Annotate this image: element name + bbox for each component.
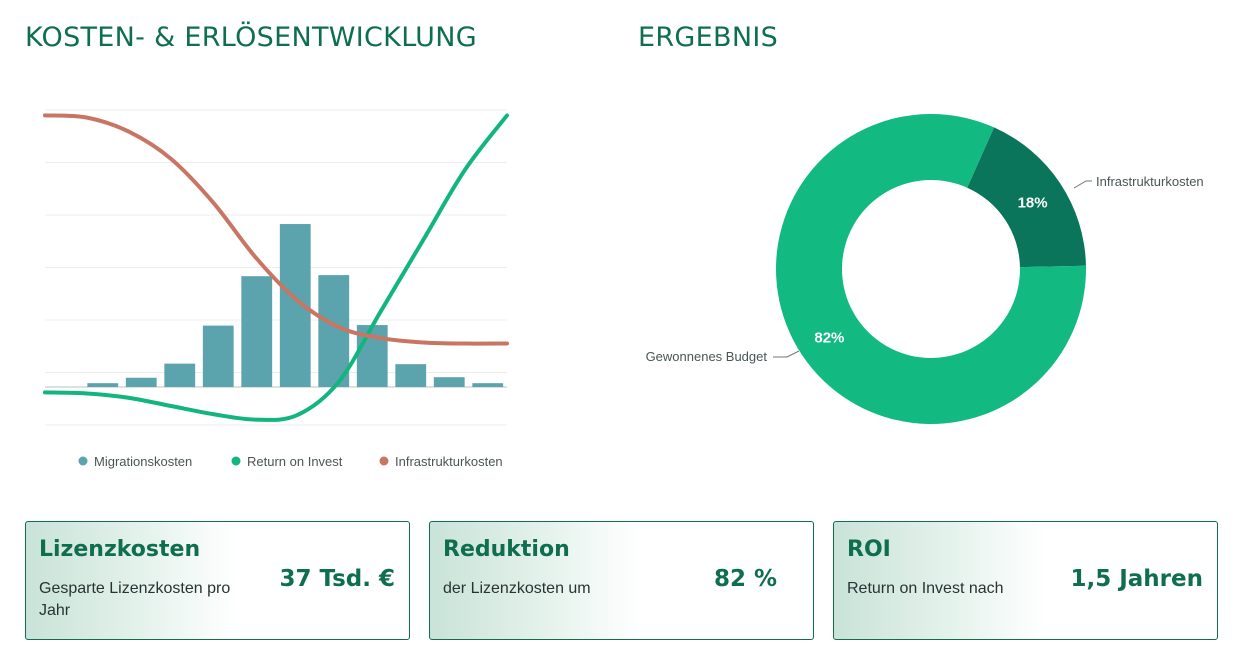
card-subtitle: der Lizenzkosten um <box>443 580 591 597</box>
legend-marker <box>78 456 88 466</box>
infrastructure-slice <box>967 127 1086 268</box>
infrastructure-leader-line <box>1073 180 1092 189</box>
card-subtitle: Return on Invest nach <box>847 580 1004 597</box>
migration-bar <box>164 363 196 387</box>
budget-value-label: 82% <box>814 330 844 347</box>
migration-bar <box>202 325 234 387</box>
migration-bar <box>395 364 427 387</box>
legend-label: Migrationskosten <box>94 454 192 469</box>
card-subtitle: Gesparte Lizenzkosten pro Jahr <box>39 580 231 619</box>
infrastructure-value-label: 18% <box>1018 194 1048 211</box>
reduction-card: Reduktion der Lizenzkosten um 82 % <box>429 521 814 640</box>
card-value: 37 Tsd. € <box>279 566 395 592</box>
infrastructure-slice-label: Infrastrukturkosten <box>1096 174 1204 189</box>
budget-slice <box>776 113 1086 425</box>
license-cost-card: Lizenzkosten Gesparte Lizenzkosten pro J… <box>25 521 410 640</box>
cost-revenue-chart: Migrationskosten Return on Invest Infrastr… <box>43 109 509 469</box>
grid <box>45 109 507 426</box>
card-title: Reduktion <box>443 537 570 562</box>
result-heading: ERGEBNIS <box>638 22 779 53</box>
migration-bar <box>472 383 504 387</box>
result-donut-chart: 18% 82% Infrastrukturkosten Gewonnenes Budg… <box>646 113 1204 425</box>
budget-slice-label: Gewonnenes Budget <box>646 349 768 364</box>
legend-label: Infrastrukturkosten <box>395 454 503 469</box>
legend-label: Return on Invest <box>247 454 343 469</box>
migration-bar <box>433 377 465 387</box>
legend-marker <box>231 456 241 466</box>
card-value: 1,5 Jahren <box>1070 566 1203 592</box>
migration-bar <box>87 383 119 387</box>
chart-legend: Migrationskosten Return on Invest Infrastr… <box>78 454 503 469</box>
migration-bar <box>125 377 157 387</box>
migration-bar <box>241 276 273 387</box>
legend-marker <box>379 456 389 466</box>
card-title: ROI <box>847 537 891 562</box>
card-title: Lizenzkosten <box>39 537 201 562</box>
budget-leader-line <box>773 350 800 358</box>
cost-revenue-heading: KOSTEN- & ERLÖSENTWICKLUNG <box>25 22 477 53</box>
roi-card: ROI Return on Invest nach 1,5 Jahren <box>833 521 1218 640</box>
roi-line <box>43 113 509 422</box>
infrastructure-line <box>43 113 509 346</box>
card-value: 82 % <box>713 566 777 592</box>
